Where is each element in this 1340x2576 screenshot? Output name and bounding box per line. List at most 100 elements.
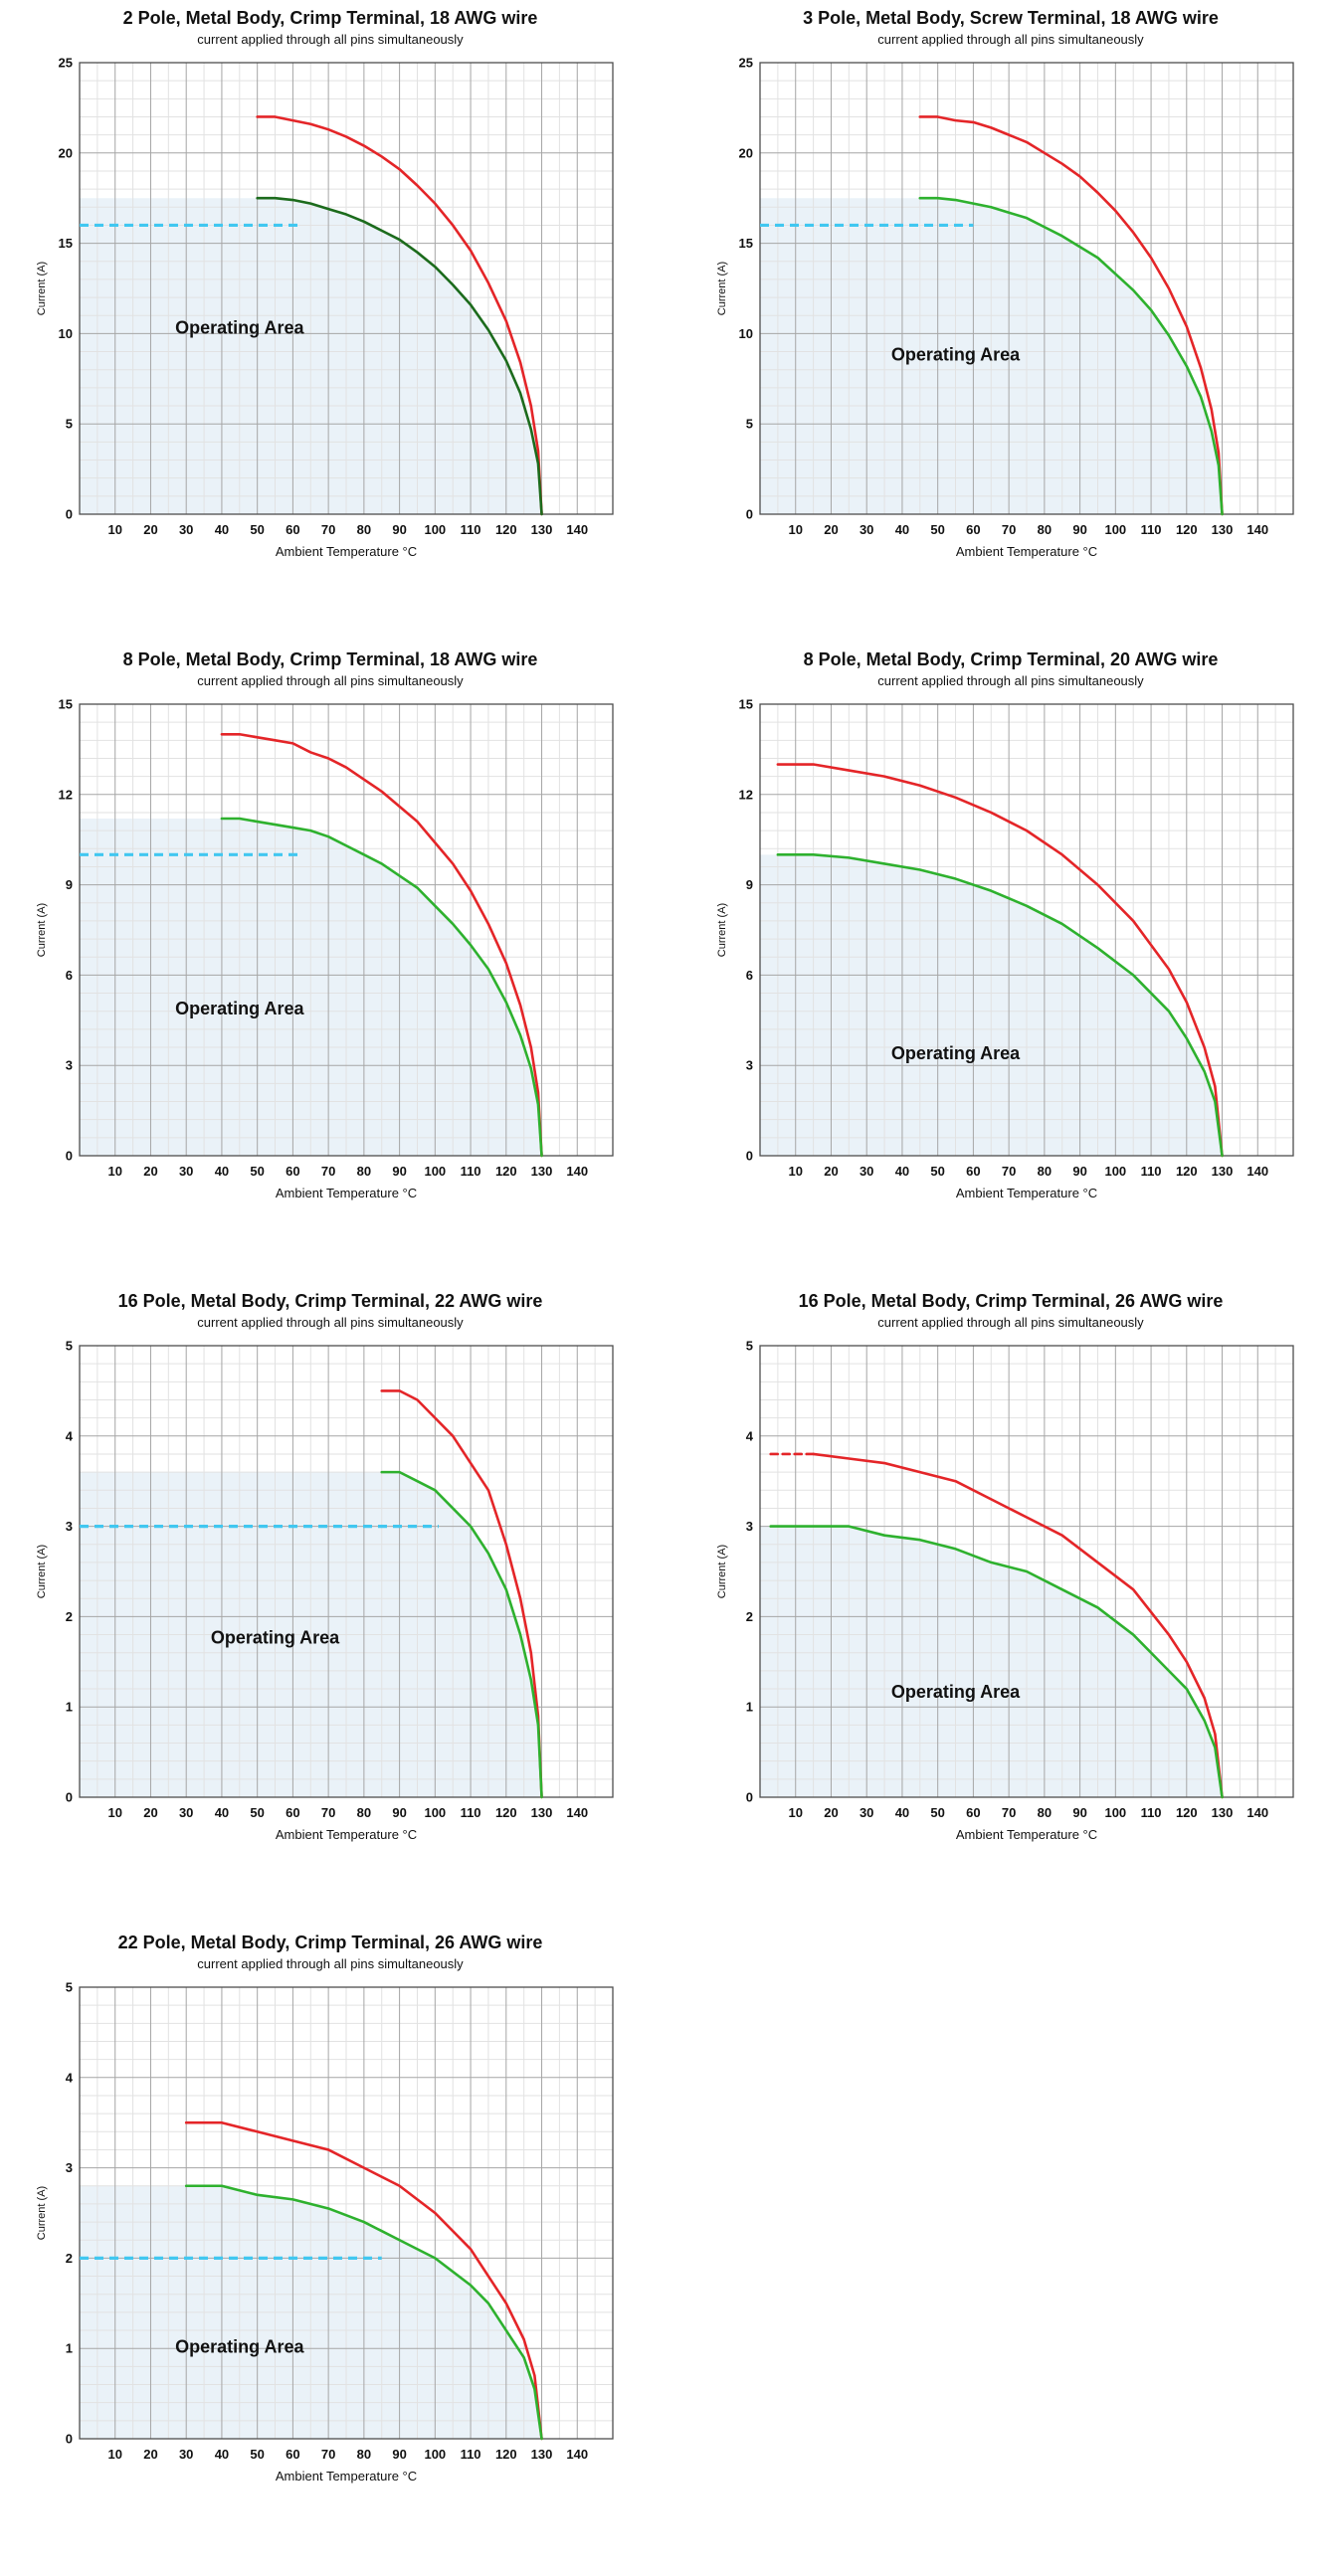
green-curve: [776, 853, 1224, 1158]
chart-canvas: 0 5 10 15 20 25 10 20 30 40 50 60 70 80 90 100 110 120 130…: [36, 56, 614, 559]
x-tick-label: 50: [250, 1164, 264, 1179]
y-tick-label: 0: [66, 507, 73, 522]
x-tick-label: 140: [1246, 1164, 1268, 1179]
y-tick-label: 5: [66, 417, 73, 432]
y-tick-label: 15: [739, 236, 753, 251]
major-grid: [80, 704, 613, 1156]
plot-border: [759, 1345, 1294, 1798]
y-tick-label: 0: [66, 2432, 73, 2447]
x-tick-label: 70: [1002, 522, 1016, 537]
x-tick-label: 120: [495, 522, 517, 537]
x-tick-label: 140: [566, 522, 588, 537]
x-tick-label: 70: [321, 1805, 335, 1820]
x-tick-label: 80: [357, 1164, 371, 1179]
x-tick-label: 10: [107, 522, 121, 537]
x-tick-label: 120: [1176, 522, 1198, 537]
x-tick-label: 90: [1072, 1805, 1086, 1820]
x-tick-label: 40: [215, 1164, 229, 1179]
y-tick-label: 2: [66, 1609, 73, 1624]
x-tick-label: 70: [1002, 1805, 1016, 1820]
y-tick-label: 15: [739, 697, 753, 712]
chart-subtitle: current applied through all pins simulta…: [877, 32, 1144, 47]
minor-grid: [80, 1346, 613, 1797]
x-tick-label: 50: [250, 1805, 264, 1820]
x-tick-label: 130: [1212, 1164, 1234, 1179]
green-curve: [918, 196, 1224, 516]
chart-title: 8 Pole, Metal Body, Crimp Terminal, 20 A…: [803, 649, 1219, 669]
x-tick-label: 110: [461, 1164, 481, 1179]
x-tick-label: 50: [930, 522, 944, 537]
y-axis-label: Current (A): [716, 903, 728, 957]
x-tick-label: 100: [424, 1164, 446, 1179]
y-tick-label: 3: [66, 2160, 73, 2175]
x-tick-label: 10: [107, 1164, 121, 1179]
y-tick-label: 2: [66, 2251, 73, 2266]
x-tick-label: 30: [179, 2447, 193, 2462]
x-tick-label: 90: [392, 1805, 406, 1820]
y-tick-label: 0: [746, 1790, 753, 1805]
x-tick-label: 20: [824, 1164, 838, 1179]
x-tick-label: 120: [495, 2447, 517, 2462]
x-tick-label: 140: [566, 1805, 588, 1820]
y-tick-label: 1: [66, 2341, 73, 2356]
x-tick-label: 110: [461, 2447, 481, 2462]
y-axis-label: Current (A): [36, 1545, 48, 1598]
x-tick-label: 20: [824, 522, 838, 537]
x-tick-label: 130: [1212, 522, 1234, 537]
chart-title: 22 Pole, Metal Body, Crimp Terminal, 26 …: [117, 1932, 543, 1952]
x-tick-label: 90: [392, 1164, 406, 1179]
y-tick-label: 0: [746, 1149, 753, 1164]
plot-border: [79, 703, 614, 1157]
chart-title: 16 Pole, Metal Body, Crimp Terminal, 22 …: [117, 1291, 543, 1311]
x-tick-label: 40: [895, 522, 909, 537]
x-axis-label: Ambient Temperature °C: [276, 1186, 417, 1200]
chart-subtitle: current applied through all pins simulta…: [197, 673, 464, 688]
chart-subtitle: current applied through all pins simulta…: [197, 32, 464, 47]
x-tick-label: 100: [1104, 522, 1126, 537]
y-tick-label: 6: [746, 968, 753, 983]
minor-grid: [80, 704, 613, 1156]
y-tick-label: 5: [66, 1339, 73, 1354]
y-tick-label: 9: [66, 877, 73, 892]
x-tick-label: 10: [107, 1805, 121, 1820]
x-tick-label: 50: [250, 2447, 264, 2462]
x-tick-label: 90: [392, 522, 406, 537]
charts-grid: 2 Pole, Metal Body, Crimp Terminal, 18 A…: [36, 8, 1294, 2484]
operating-area-label: Operating Area: [211, 1628, 340, 1648]
y-tick-label: 0: [66, 1790, 73, 1805]
y-tick-label: 4: [66, 2070, 74, 2085]
y-tick-label: 15: [59, 236, 73, 251]
x-tick-label: 10: [788, 1805, 802, 1820]
y-tick-label: 4: [746, 1428, 754, 1443]
green-curve: [220, 817, 543, 1158]
chart-title: 2 Pole, Metal Body, Crimp Terminal, 18 A…: [122, 8, 538, 28]
x-tick-label: 40: [895, 1164, 909, 1179]
x-tick-label: 80: [1038, 1164, 1052, 1179]
x-tick-label: 40: [215, 2447, 229, 2462]
x-tick-label: 50: [250, 522, 264, 537]
operating-area-label: Operating Area: [175, 999, 304, 1018]
chart-canvas: 0 3 6 9 12 15 10 20 30 40 50 60 70 80 90 100 110 120 130 14…: [716, 697, 1294, 1200]
x-tick-label: 140: [566, 1164, 588, 1179]
x-axis-label: Ambient Temperature °C: [276, 544, 417, 559]
y-tick-label: 4: [66, 1428, 74, 1443]
x-tick-label: 110: [1141, 1164, 1162, 1179]
chart-canvas: 0 1 2 3 4 5 10 20 30 40 50 60 70 80 90 100 110 120 130 140 A…: [716, 1339, 1294, 1842]
chart-title: 3 Pole, Metal Body, Screw Terminal, 18 A…: [803, 8, 1219, 28]
y-tick-label: 6: [66, 968, 73, 983]
plot-border: [759, 703, 1294, 1157]
x-tick-label: 60: [286, 2447, 299, 2462]
chart-subtitle: current applied through all pins simulta…: [877, 1315, 1144, 1330]
x-tick-label: 40: [215, 522, 229, 537]
green-curve: [256, 196, 543, 516]
major-grid: [80, 1987, 613, 2439]
x-tick-label: 120: [1176, 1805, 1198, 1820]
x-tick-label: 130: [531, 522, 553, 537]
y-tick-label: 0: [746, 507, 753, 522]
x-tick-label: 140: [1246, 1805, 1268, 1820]
operating-area-label: Operating Area: [891, 1043, 1021, 1063]
x-tick-label: 130: [531, 1164, 553, 1179]
plot-border: [79, 1986, 614, 2440]
major-grid: [80, 63, 613, 514]
y-axis-label: Current (A): [36, 2186, 48, 2240]
